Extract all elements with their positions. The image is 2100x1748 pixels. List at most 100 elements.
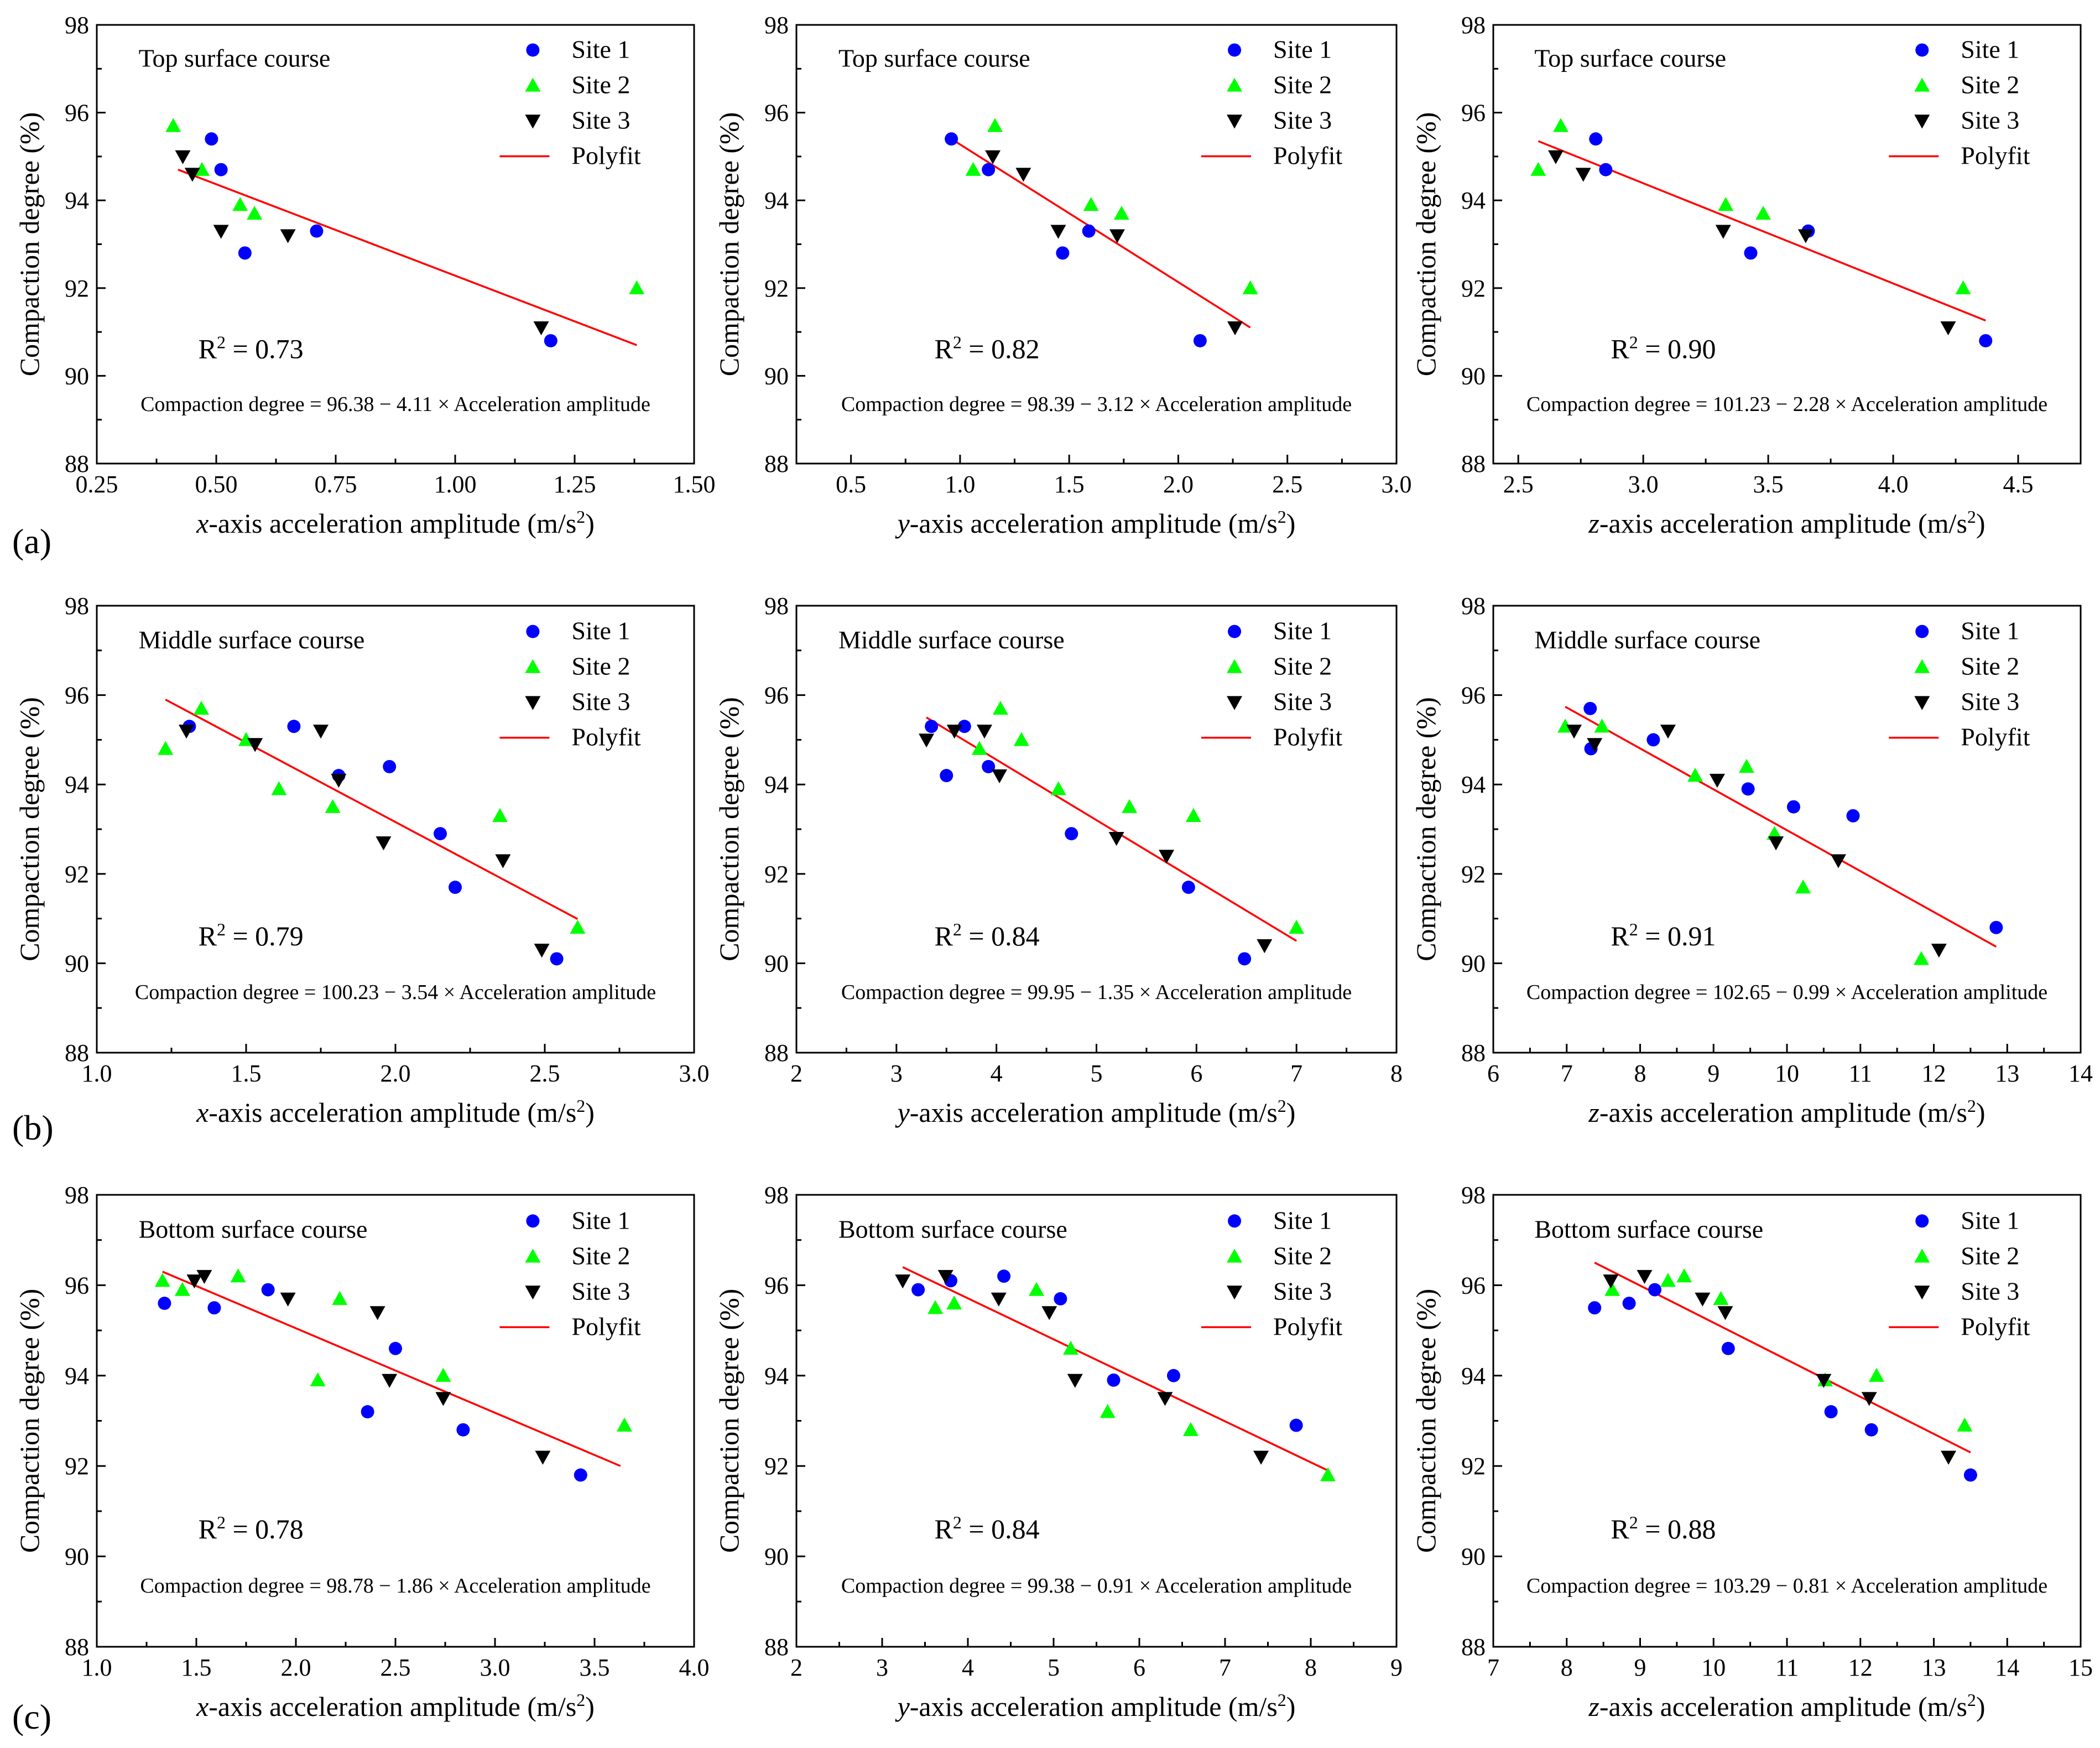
chart-c2-point-site3 — [1157, 1392, 1173, 1406]
chart-c3-y-tick-label: 94 — [1461, 1362, 1486, 1390]
chart-c2-y-tick-label: 92 — [764, 1453, 789, 1480]
chart-a1-y-tick-label: 94 — [65, 187, 89, 214]
chart-a2-r-squared: R2 = 0.82 — [935, 332, 1040, 365]
chart-c3-legend-label: Site 2 — [1961, 1241, 2019, 1270]
row-label-b: (b) — [12, 1108, 54, 1147]
chart-c3-point-site1 — [1963, 1468, 1977, 1482]
chart-a3-y-tick-label: 92 — [1461, 275, 1486, 302]
chart-a2-x-tick-label: 1.0 — [945, 471, 975, 498]
chart-c1-legend-label: Site 2 — [571, 1241, 630, 1270]
chart-b2-point-site3 — [1257, 939, 1273, 954]
chart-b2-r-squared: R2 = 0.84 — [935, 919, 1040, 951]
chart-c3-point-site1 — [1588, 1301, 1602, 1315]
chart-c3-r-letter: R — [1611, 1513, 1629, 1544]
chart-b2-x-tick-label: 5 — [1091, 1060, 1103, 1087]
chart-c3-legend-label: Polyfit — [1961, 1312, 2030, 1340]
chart-a1-x-axis-text: -axis acceleration amplitude (m/s — [209, 508, 576, 539]
chart-c3-point-site3 — [1637, 1270, 1653, 1284]
chart-a1-legend-marker-site1 — [526, 43, 540, 57]
chart-a1-y-tick-label: 96 — [65, 100, 89, 127]
chart-c3-x-tick-label: 14 — [1995, 1654, 2019, 1681]
chart-c3-x-tick-label: 9 — [1634, 1654, 1646, 1681]
chart-b1-x-tick-label: 1.0 — [82, 1060, 112, 1087]
chart-c2-point-site3 — [1041, 1306, 1057, 1320]
chart-a3-x-tick-label: 2.5 — [1503, 471, 1534, 498]
chart-b1-x-axis-sup: 2 — [576, 1096, 585, 1116]
chart-a2-legend-marker-site2 — [1227, 77, 1243, 92]
chart-c3-x-axis-label: z-axis acceleration amplitude (m/s2) — [1588, 1690, 1985, 1722]
chart-c3-point-site2 — [1660, 1273, 1676, 1287]
chart-b3-legend-label: Site 3 — [1961, 688, 2019, 716]
chart-c1-point-site3 — [186, 1274, 202, 1289]
chart-a2-legend-label: Site 1 — [1273, 35, 1332, 63]
chart-c3-point-site3 — [1695, 1292, 1711, 1307]
chart-a1-legend-label: Site 2 — [571, 70, 630, 98]
chart-a2-r-sup: 2 — [953, 332, 962, 352]
chart-a3-legend-label: Site 1 — [1961, 35, 2019, 63]
chart-b2-x-tick-label: 7 — [1290, 1060, 1302, 1087]
chart-c1-x-tick-label: 3.5 — [580, 1654, 610, 1681]
chart-c2-x-tick-label: 3 — [876, 1654, 888, 1681]
chart-c2-point-site3 — [1253, 1450, 1269, 1465]
chart-b1-r-sup: 2 — [217, 919, 226, 939]
chart-b3-x-tick-label: 8 — [1634, 1060, 1646, 1087]
chart-c3-y-tick-label: 98 — [1461, 1182, 1486, 1209]
chart-a3-point-site1 — [1979, 334, 1993, 347]
chart-a2-y-axis-label: Compaction degree (%) — [713, 112, 744, 377]
chart-a1-x-tick-label: 1.00 — [434, 471, 477, 498]
chart-a3-y-tick-label: 96 — [1461, 100, 1486, 127]
chart-c2-point-site1 — [997, 1270, 1011, 1283]
chart-c2-x-axis-label: y-axis acceleration amplitude (m/s2) — [895, 1690, 1296, 1722]
chart-c1-point-site3 — [435, 1392, 451, 1406]
chart-c1-r-sup: 2 — [217, 1512, 226, 1532]
chart-a2-point-site1 — [982, 163, 996, 176]
chart-b1-point-site3 — [247, 738, 263, 752]
chart-a3-point-site2 — [1718, 197, 1734, 211]
chart-a2-r-value: = 0.82 — [962, 334, 1040, 365]
chart-c1-x-axis-label: x-axis acceleration amplitude (m/s2) — [196, 1690, 595, 1722]
chart-b3-x-tick-label: 14 — [2068, 1060, 2093, 1087]
chart-b2-legend-label: Site 3 — [1273, 688, 1332, 716]
chart-c2-legend-marker-site1 — [1228, 1214, 1242, 1228]
chart-b1-polyfit-line — [165, 699, 579, 920]
chart-c2-y-tick-label: 96 — [764, 1272, 789, 1299]
chart-b2-point-site2 — [1122, 799, 1138, 813]
chart-b1-x-axis-letter: x — [196, 1097, 209, 1128]
chart-c1-point-site1 — [158, 1297, 171, 1310]
chart-b3-legend-label: Polyfit — [1961, 723, 2030, 751]
chart-a1-x-tick-label: 1.50 — [673, 471, 716, 498]
chart-b2-y-tick-label: 92 — [764, 861, 789, 888]
chart-c1-point-site3 — [369, 1306, 385, 1320]
chart-b1: 1.0 1.5 2.0 2.5 3.0 88 90 92 94 96 98 Compaction de… — [14, 592, 710, 1128]
chart-a2: 0.5 1.0 1.5 2.0 2.5 3.0 88 90 92 94 96 98 Compaction… — [713, 12, 1412, 539]
chart-a1-point-site1 — [205, 132, 218, 146]
chart-b3-x-axis-text: -axis acceleration amplitude (m/s — [1599, 1097, 1967, 1128]
chart-c1-y-axis-label: Compaction degree (%) — [14, 1289, 45, 1553]
chart-c1-r-value: = 0.78 — [226, 1513, 304, 1544]
chart-b2-legend-marker-site3 — [1227, 696, 1243, 710]
chart-b1-legend-label: Site 1 — [571, 617, 630, 645]
chart-c2-x-axis-text: -axis acceleration amplitude (m/s — [910, 1691, 1278, 1722]
chart-a1: 0.25 0.50 0.75 1.00 1.25 1.50 88 90 92 94 96 98 Comp… — [14, 12, 716, 539]
chart-c1-point-site3 — [535, 1450, 551, 1465]
chart-c1-x-tick-label: 4.0 — [679, 1654, 710, 1681]
chart-a3-point-site3 — [1547, 150, 1564, 164]
chart-b1-y-tick-label: 92 — [65, 861, 89, 888]
chart-a3-y-tick-label: 94 — [1461, 187, 1486, 214]
chart-b2-point-site1 — [925, 720, 939, 733]
chart-b1-point-site2 — [158, 741, 174, 755]
chart-b2-y-tick-label: 96 — [764, 682, 789, 709]
chart-c1-legend-marker-site2 — [525, 1248, 541, 1263]
chart-a2-x-axis-letter: y — [895, 508, 910, 539]
chart-c2-point-site1 — [1107, 1373, 1121, 1387]
chart-a2-point-site2 — [1083, 197, 1099, 211]
chart-a2-x-axis-label: y-axis acceleration amplitude (m/s2) — [895, 507, 1296, 539]
chart-b1-y-tick-label: 94 — [65, 771, 89, 798]
chart-a2-x-axis-sup: 2 — [1278, 507, 1286, 527]
chart-b2-point-site2 — [992, 700, 1008, 715]
chart-a3-x-tick-label: 3.0 — [1628, 471, 1659, 498]
chart-c1-legend-label: Polyfit — [571, 1312, 640, 1340]
chart-b1-r-value: = 0.79 — [226, 920, 304, 951]
chart-b2-point-site1 — [957, 720, 971, 733]
chart-a3-legend-marker-site1 — [1915, 43, 1929, 57]
